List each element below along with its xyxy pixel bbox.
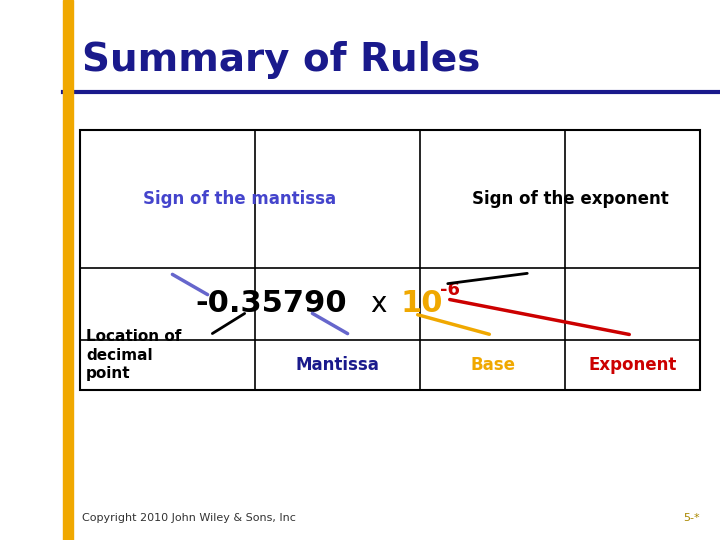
Text: 5-*: 5-* <box>683 513 700 523</box>
Text: 10: 10 <box>400 289 443 319</box>
Text: Exponent: Exponent <box>588 356 677 374</box>
Bar <box>63 0 73 540</box>
Text: Sign of the exponent: Sign of the exponent <box>472 190 668 208</box>
Text: Sign of the mantissa: Sign of the mantissa <box>143 190 336 208</box>
Text: Base: Base <box>470 356 515 374</box>
Text: Mantissa: Mantissa <box>296 356 379 374</box>
Text: -6: -6 <box>440 281 460 299</box>
Text: Copyright 2010 John Wiley & Sons, Inc: Copyright 2010 John Wiley & Sons, Inc <box>82 513 296 523</box>
Text: x: x <box>370 290 387 318</box>
Text: -0.35790: -0.35790 <box>195 289 346 319</box>
Text: Summary of Rules: Summary of Rules <box>82 41 480 79</box>
Bar <box>80 130 700 390</box>
Text: Location of
decimal
point: Location of decimal point <box>86 329 181 381</box>
